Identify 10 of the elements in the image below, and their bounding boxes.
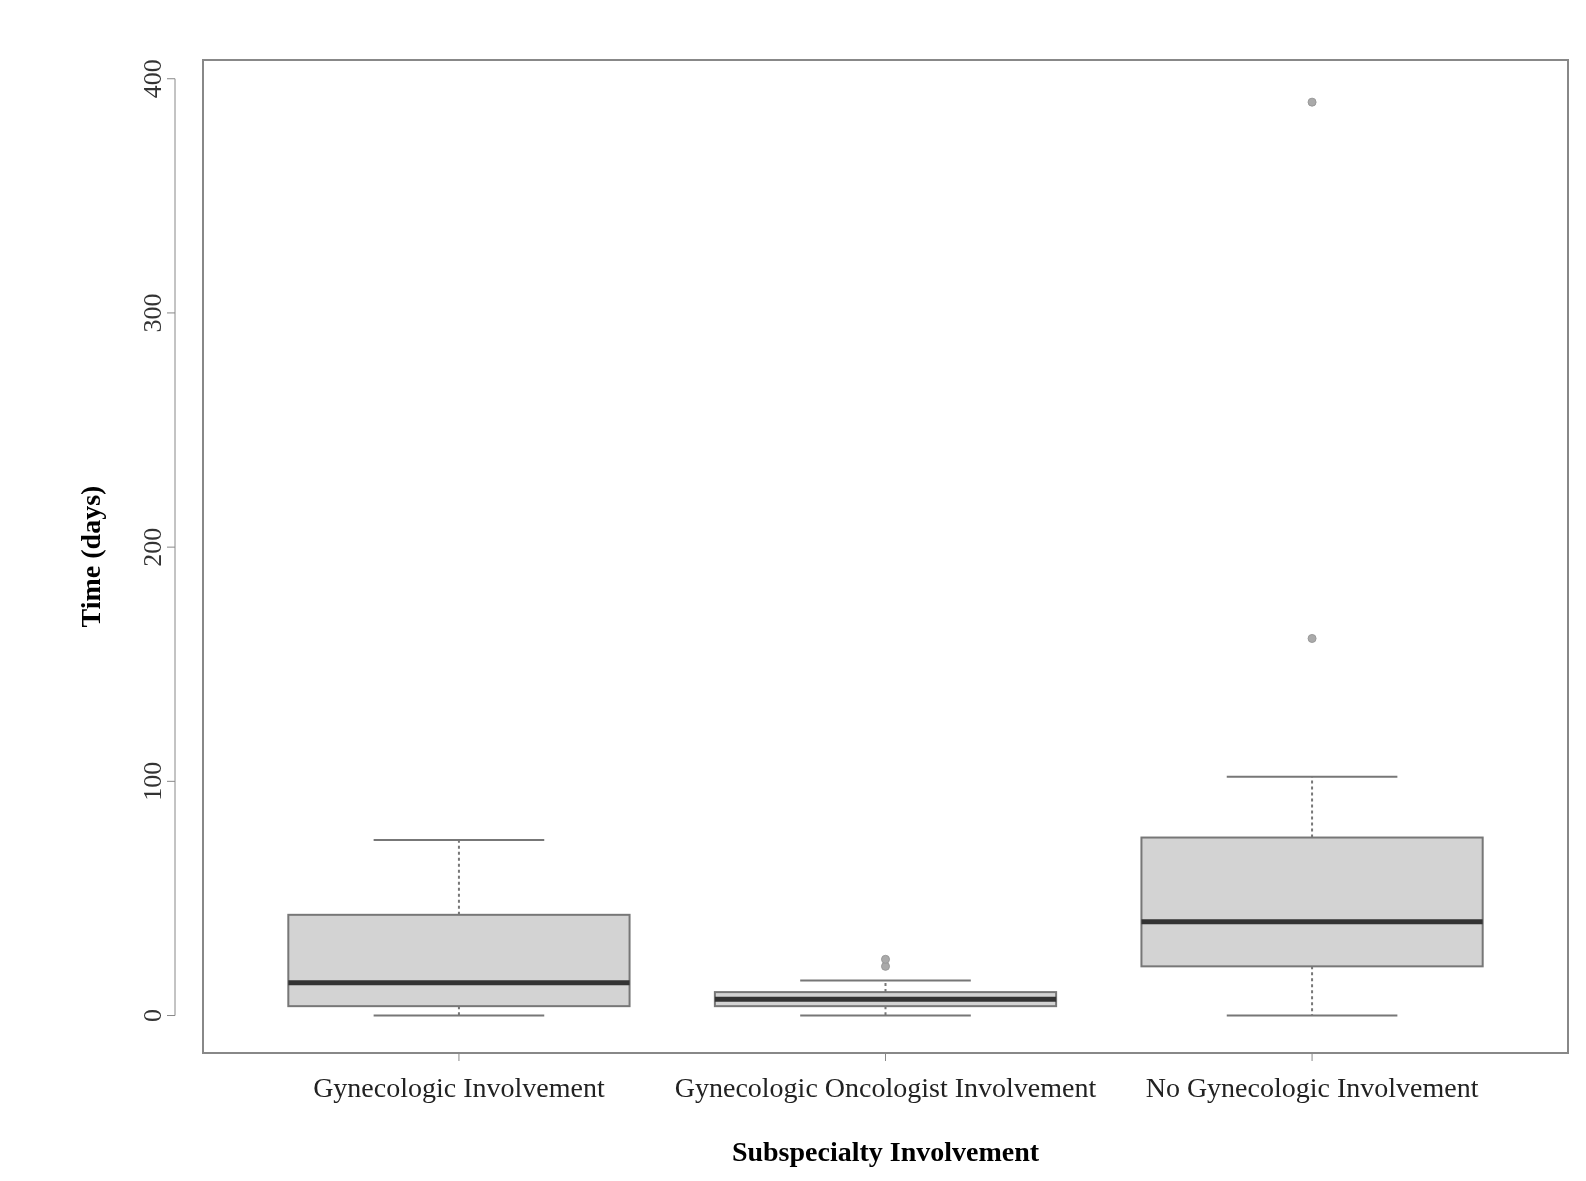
y-axis-title: Time (days)	[75, 485, 106, 628]
y-tick-label: 100	[138, 761, 167, 801]
x-tick-label: Gynecologic Oncologist Involvement	[674, 1072, 1097, 1103]
x-axis-title: Subspecialty Involvement	[731, 1136, 1040, 1167]
y-tick-label: 300	[138, 293, 167, 333]
x-tick-label: No Gynecologic Involvement	[1145, 1072, 1479, 1103]
y-tick-label: 400	[138, 59, 167, 99]
y-tick-label: 200	[138, 527, 167, 567]
x-tick-label: Gynecologic Involvement	[313, 1072, 605, 1103]
y-tick-label: 0	[138, 1009, 167, 1023]
